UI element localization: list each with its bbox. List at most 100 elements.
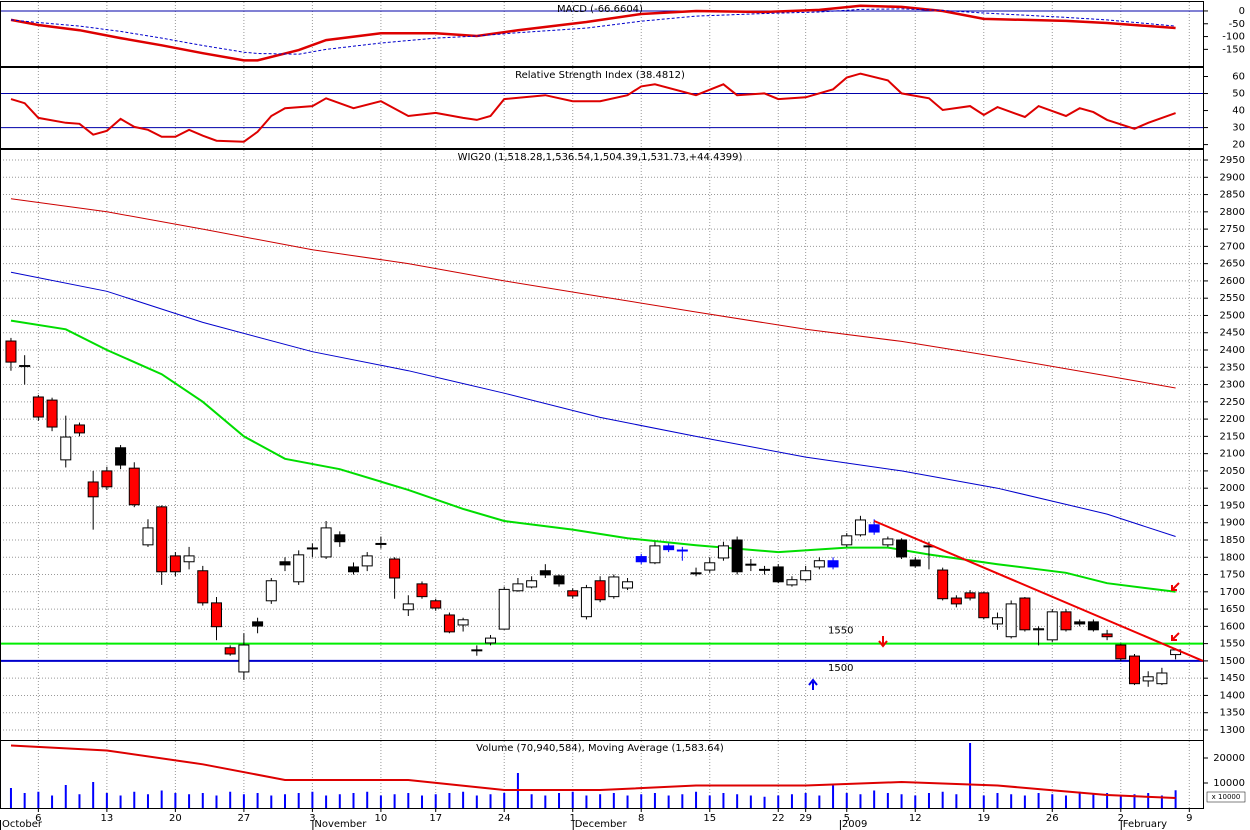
candle-body xyxy=(1128,655,1140,685)
candle-body xyxy=(5,340,17,363)
candle-body xyxy=(1142,676,1154,682)
candle-body xyxy=(635,556,647,563)
candle-body xyxy=(101,470,113,488)
x-tick-label: 3 xyxy=(309,813,315,824)
candle-body xyxy=(293,554,305,583)
candle-body xyxy=(731,539,743,573)
y-tick-label: 1800 xyxy=(1220,552,1245,563)
volume-bar xyxy=(900,794,903,808)
volume-bar xyxy=(927,793,930,808)
candle-body xyxy=(882,538,894,546)
candle-body xyxy=(430,600,442,609)
candle-body xyxy=(759,568,771,571)
volume-bar xyxy=(599,794,602,808)
candle-body xyxy=(539,570,551,576)
volume-bar xyxy=(64,785,67,808)
y-tick-label: 2850 xyxy=(1220,190,1245,201)
month-label: October xyxy=(2,819,43,830)
volume-bar xyxy=(407,793,410,808)
x-tick-label: 24 xyxy=(498,813,511,824)
volume-bar xyxy=(1160,795,1163,808)
candle-body xyxy=(745,563,757,566)
y-tick-label: 1850 xyxy=(1220,535,1245,546)
candle-body xyxy=(238,644,250,673)
candle-body xyxy=(937,569,949,600)
candle-body xyxy=(978,592,990,619)
candle-body xyxy=(964,592,976,599)
y-tick-label: 1350 xyxy=(1220,708,1245,719)
volume-bar xyxy=(421,795,424,808)
volume-average xyxy=(10,744,1176,799)
volume-bar xyxy=(489,794,492,808)
unit-box xyxy=(1206,791,1246,803)
x-tick-label: 8 xyxy=(638,813,644,824)
candle-body xyxy=(471,649,483,652)
x-tick-label: 20 xyxy=(169,813,182,824)
candle-body xyxy=(87,481,99,498)
candle-body xyxy=(265,580,277,602)
candle-body xyxy=(443,614,455,633)
y-tick-label: 2100 xyxy=(1220,449,1245,460)
y-tick-label: 1450 xyxy=(1220,673,1245,684)
y-tick-label: -100 xyxy=(1222,32,1245,43)
candle-body xyxy=(32,396,44,418)
candle-body xyxy=(896,539,908,558)
candle-body xyxy=(580,587,592,618)
volume-bar xyxy=(78,794,81,808)
volume-bar xyxy=(558,793,561,808)
y-tick-label: 50 xyxy=(1232,89,1245,100)
candle-body xyxy=(19,365,31,368)
candle-body xyxy=(73,424,85,434)
candle-body xyxy=(854,519,866,536)
volume-bar xyxy=(722,793,725,808)
y-tick-label: 2200 xyxy=(1220,414,1245,425)
candle-body xyxy=(389,558,401,579)
indicator-line xyxy=(10,72,1176,143)
candle-body xyxy=(60,436,72,461)
candle-body xyxy=(498,588,510,630)
volume-bar xyxy=(105,793,108,808)
candle-body xyxy=(210,602,222,628)
volume-bar xyxy=(1051,794,1054,808)
panel-border xyxy=(0,1,1204,67)
candle-body xyxy=(224,647,236,655)
volume-bar xyxy=(653,793,656,808)
y-tick-label: 40 xyxy=(1232,106,1245,117)
x-tick-label: 6 xyxy=(35,813,41,824)
volume-bar xyxy=(695,791,698,808)
volume-bar xyxy=(503,793,506,808)
volume-bar xyxy=(1023,795,1026,808)
candle-body xyxy=(1033,628,1045,631)
level-label: 1500 xyxy=(828,663,853,674)
x-tick-label: 1 xyxy=(570,813,576,824)
volume-bar xyxy=(1092,794,1095,808)
volume-bar xyxy=(297,793,300,808)
candle-body xyxy=(800,570,812,581)
month-label: December xyxy=(575,819,628,830)
candle-body xyxy=(622,581,634,589)
volume-bar xyxy=(790,794,793,808)
y-tick-label: -50 xyxy=(1229,19,1245,30)
y-tick-label: 2700 xyxy=(1220,241,1245,252)
y-tick-label: 30 xyxy=(1232,123,1245,134)
volume-bar xyxy=(941,791,944,808)
x-tick-label: 26 xyxy=(1046,813,1059,824)
month-label: February xyxy=(1123,819,1167,830)
volume-bar xyxy=(462,791,465,808)
volume-bar xyxy=(612,793,615,808)
candle-body xyxy=(991,617,1003,625)
candle-body xyxy=(252,621,264,627)
x-tick-label: 9 xyxy=(1186,813,1192,824)
candle-body xyxy=(156,506,168,573)
y-tick-label: 1550 xyxy=(1220,639,1245,650)
candle-body xyxy=(512,583,524,592)
volume-bar xyxy=(133,791,136,808)
volume-bar xyxy=(1078,791,1081,808)
y-tick-label: 1500 xyxy=(1220,656,1245,667)
moving-average xyxy=(10,198,1176,389)
volume-bar xyxy=(379,795,382,808)
x-tick-label: 19 xyxy=(977,813,990,824)
volume-bar xyxy=(530,794,533,808)
candle-body xyxy=(772,566,784,583)
